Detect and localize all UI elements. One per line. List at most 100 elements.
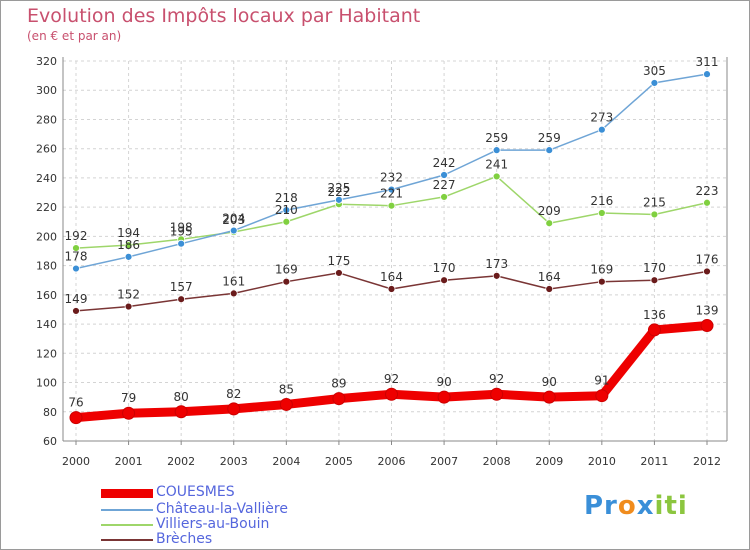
data-point <box>545 146 554 155</box>
data-point <box>72 264 80 273</box>
data-label: 79 <box>121 391 136 405</box>
data-label: 242 <box>433 156 456 170</box>
data-point <box>227 402 241 416</box>
data-point <box>545 285 554 293</box>
data-label: 222 <box>327 185 350 199</box>
data-label: 198 <box>170 220 193 234</box>
data-point <box>597 277 606 286</box>
y-tick-label: 60 <box>43 435 57 448</box>
logo-letters: x <box>636 491 655 521</box>
data-point <box>492 271 501 280</box>
y-tick-label: 120 <box>36 347 57 360</box>
data-label: 164 <box>538 270 561 284</box>
chart-subtitle: (en € et par an) <box>27 29 122 43</box>
data-label: 186 <box>117 238 140 252</box>
data-point <box>124 252 133 261</box>
data-label: 192 <box>65 229 88 243</box>
x-tick-label: 2006 <box>378 455 406 468</box>
y-tick-label: 260 <box>36 143 57 156</box>
data-label: 92 <box>489 372 504 386</box>
data-point <box>542 390 556 404</box>
legend-swatch-breches <box>101 539 153 541</box>
data-label: 170 <box>433 261 456 275</box>
data-point <box>703 70 711 79</box>
data-label: 311 <box>696 55 719 69</box>
data-point <box>387 201 396 210</box>
legend-label: Villiers-au-Bouin <box>156 516 270 532</box>
data-label: 221 <box>380 187 403 201</box>
data-label: 259 <box>485 131 508 145</box>
y-tick-label: 140 <box>36 318 57 331</box>
data-label: 152 <box>117 288 140 302</box>
data-label: 178 <box>65 250 88 264</box>
data-point <box>229 226 238 235</box>
data-point <box>229 289 238 298</box>
proxiti-logo: Proxiti <box>584 491 688 521</box>
x-tick-label: 2011 <box>640 455 668 468</box>
x-tick-label: 2000 <box>62 455 90 468</box>
data-label: 80 <box>174 390 189 404</box>
y-tick-label: 300 <box>36 84 57 97</box>
y-tick-label: 220 <box>36 201 57 214</box>
legend-swatch-villiers-au-bouin <box>101 524 153 526</box>
y-tick-label: 280 <box>36 113 57 126</box>
y-tick-label: 200 <box>36 230 57 243</box>
x-tick-label: 2009 <box>535 455 563 468</box>
data-label: 157 <box>170 280 193 294</box>
data-label: 218 <box>275 191 298 205</box>
grid-lines <box>63 60 727 442</box>
data-label: 259 <box>538 131 561 145</box>
legend-swatch-couesmes <box>101 489 153 498</box>
x-tick-label: 2007 <box>430 455 458 468</box>
data-label: 169 <box>590 263 613 277</box>
data-point <box>124 302 133 311</box>
data-point <box>597 209 606 217</box>
data-point <box>72 307 80 315</box>
data-point <box>282 217 291 226</box>
x-tick-label: 2010 <box>588 455 616 468</box>
data-label: 170 <box>643 261 666 275</box>
y-tick-label: 100 <box>36 377 57 390</box>
data-point <box>597 125 606 134</box>
data-label: 91 <box>594 374 609 388</box>
data-label: 176 <box>696 252 719 266</box>
x-tick-label: 2012 <box>693 455 721 468</box>
data-label: 210 <box>275 203 298 217</box>
data-point <box>279 397 293 411</box>
legend-swatch-chateau-la-valliere <box>101 509 153 511</box>
data-label: 169 <box>275 263 298 277</box>
chart-title: Evolution des Impôts locaux par Habitant <box>27 5 421 27</box>
data-label: 90 <box>436 375 451 389</box>
data-label: 85 <box>279 382 294 396</box>
data-point <box>387 185 396 194</box>
data-point <box>387 285 396 293</box>
data-point <box>177 295 186 304</box>
data-point <box>492 146 501 155</box>
data-point <box>647 323 661 337</box>
data-point <box>700 319 714 333</box>
data-label: 195 <box>170 225 193 239</box>
data-label: 149 <box>65 292 88 306</box>
data-label: 89 <box>331 377 346 391</box>
data-label: 82 <box>226 387 241 401</box>
data-label: 223 <box>696 184 719 198</box>
data-label: 161 <box>222 274 245 288</box>
data-label: 90 <box>542 375 557 389</box>
data-label: 232 <box>380 171 403 185</box>
data-point <box>332 392 346 406</box>
data-label: 92 <box>384 372 399 386</box>
data-label: 76 <box>68 396 83 410</box>
data-label: 215 <box>643 195 666 209</box>
data-point <box>385 387 398 401</box>
data-point <box>440 193 448 201</box>
x-tick-label: 2008 <box>483 455 511 468</box>
legend-label: Château-la-Vallière <box>156 501 288 517</box>
data-point <box>174 405 188 419</box>
data-point <box>124 241 133 250</box>
data-label: 241 <box>485 157 508 171</box>
data-point <box>650 210 659 219</box>
data-point <box>282 277 291 286</box>
logo-letters: iti <box>654 491 688 521</box>
